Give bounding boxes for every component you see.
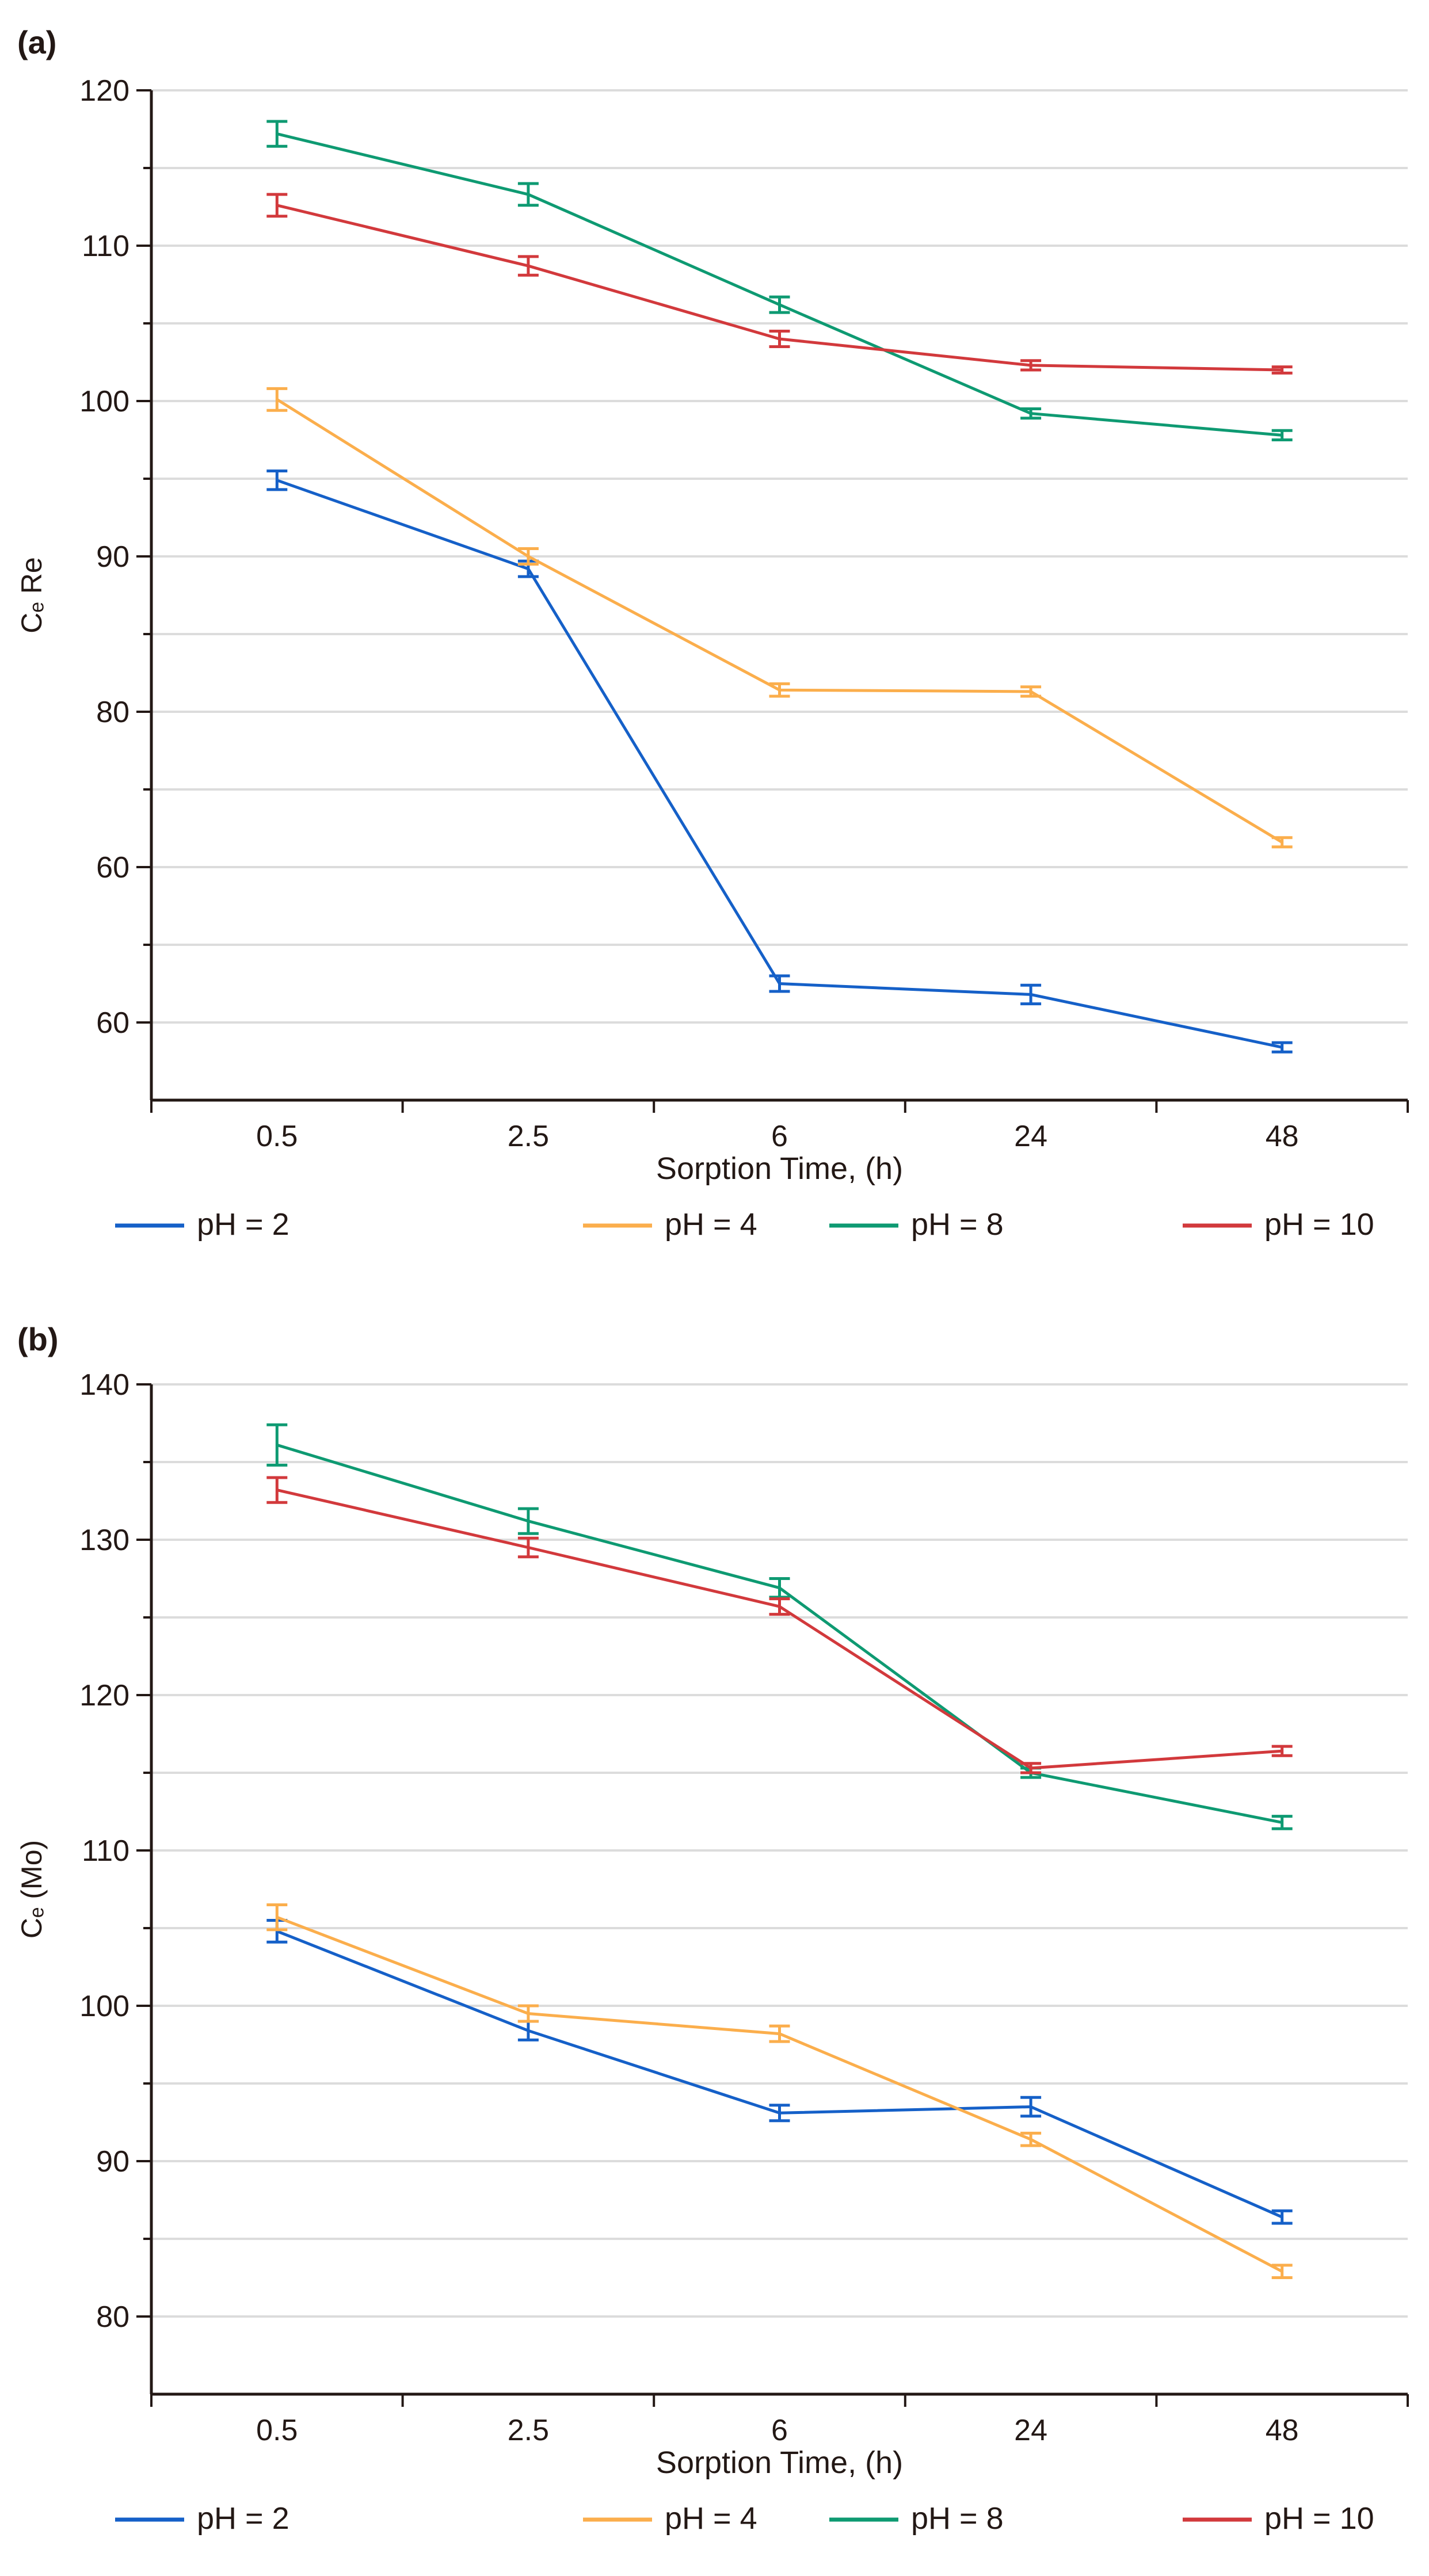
series-line: [276, 1489, 1282, 1770]
series-ph10: [266, 1476, 1293, 1774]
data-point: [527, 567, 529, 570]
y-axis-label: Cₑ Re: [16, 557, 48, 633]
data-point: [778, 1605, 781, 1608]
data-point: [1030, 1766, 1032, 1769]
data-point: [1281, 434, 1283, 437]
data-point: [527, 265, 529, 268]
data-point: [1281, 1821, 1283, 1824]
series-line: [276, 132, 1282, 437]
legend-label: pH = 10: [1264, 2501, 1374, 2536]
y-tick-label: 100: [79, 1990, 129, 2023]
x-tick-label: 0.5: [256, 1120, 298, 1153]
data-point: [1281, 841, 1283, 844]
legend-label: pH = 2: [197, 2501, 289, 2536]
y-tick-label: 60: [96, 1006, 129, 1040]
series-ph2: [266, 470, 1293, 1054]
legend-label: pH = 10: [1264, 1207, 1374, 1242]
x-tick-label: 48: [1266, 2414, 1299, 2447]
y-tick-label: 110: [82, 230, 129, 263]
data-point: [778, 2032, 781, 2035]
x-tick-label: 6: [771, 1120, 788, 1153]
data-point: [276, 1444, 279, 1447]
series-line: [276, 398, 1283, 844]
data-point: [1030, 2105, 1032, 2108]
data-point: [778, 689, 781, 692]
data-point: [1281, 1750, 1283, 1753]
data-point: [778, 2112, 781, 2115]
legend-label: pH = 8: [911, 2501, 1004, 2536]
x-tick-label: 24: [1014, 2414, 1047, 2447]
x-tick-label: 48: [1266, 1120, 1299, 1153]
data-point: [527, 555, 529, 558]
y-tick-label: 110: [82, 1834, 129, 1868]
data-point: [527, 1520, 529, 1522]
y-tick-label: 100: [79, 385, 129, 418]
x-tick-label: 24: [1014, 1120, 1047, 1153]
data-point: [1030, 2138, 1032, 2141]
y-tick-label: 80: [96, 2300, 129, 2334]
series-ph8: [266, 1423, 1293, 1830]
data-point: [527, 1546, 529, 1549]
x-tick-label: 0.5: [256, 2414, 298, 2447]
y-tick-label: 140: [79, 1368, 129, 1402]
legend-label: pH = 4: [665, 2501, 757, 2536]
data-point: [778, 1586, 781, 1589]
data-point: [1030, 993, 1032, 996]
data-point: [778, 338, 781, 340]
data-point: [276, 1916, 279, 1919]
data-point: [276, 132, 279, 135]
y-axis-label: Cₑ (Mo): [16, 1840, 48, 1938]
y-tick-label: 80: [96, 696, 129, 729]
chart-panel-a: (a) 120 110 100 90 80 60 60 0.5 2.5 6 24 48 Sorption …: [16, 24, 1409, 1242]
x-axis-label: Sorption Time, (h): [656, 1151, 903, 1186]
y-tick-label: 90: [96, 540, 129, 574]
data-point: [1281, 1046, 1283, 1049]
y-tick-label: 120: [79, 74, 129, 108]
data-point: [527, 2029, 529, 2032]
series-ph10: [266, 193, 1293, 375]
legend-label: pH = 4: [665, 1207, 757, 1242]
series-line: [276, 1443, 1283, 1824]
panel-label: (b): [17, 1321, 59, 1357]
data-point: [1030, 690, 1032, 693]
data-point: [1030, 364, 1032, 367]
data-point: [1281, 369, 1283, 371]
legend-label: pH = 2: [197, 1207, 289, 1242]
data-point: [1281, 2216, 1283, 2219]
series-line: [276, 479, 1283, 1049]
y-tick-label: 130: [79, 1524, 129, 1557]
x-tick-label: 2.5: [508, 2414, 549, 2447]
series-ph8: [266, 120, 1293, 441]
data-point: [276, 398, 279, 401]
data-point: [778, 982, 781, 985]
data-point: [276, 204, 279, 207]
series-line: [276, 1915, 1283, 2273]
x-tick-label: 2.5: [508, 1120, 549, 1153]
panel-label: (a): [17, 24, 56, 60]
y-tick-label: 90: [96, 2145, 129, 2178]
data-point: [276, 1489, 279, 1491]
y-tick-label: 120: [79, 1679, 129, 1712]
series-ph4: [266, 1903, 1293, 2279]
series-ph2: [266, 1919, 1293, 2225]
data-point: [527, 2012, 529, 2015]
x-tick-label: 6: [771, 2414, 788, 2447]
legend-label: pH = 8: [911, 1207, 1004, 1242]
y-tick-label: 60: [96, 851, 129, 884]
series-ph4: [266, 387, 1293, 849]
chart-panel-b: (b) 140 130 120 110 100 90 80 0.5 2.5 6 24 48 Sorptio…: [16, 1321, 1409, 2536]
data-point: [276, 479, 279, 482]
data-point: [778, 303, 781, 306]
data-point: [527, 193, 529, 196]
data-point: [1030, 412, 1032, 415]
data-point: [1281, 2270, 1283, 2273]
x-axis-label: Sorption Time, (h): [656, 2445, 903, 2480]
